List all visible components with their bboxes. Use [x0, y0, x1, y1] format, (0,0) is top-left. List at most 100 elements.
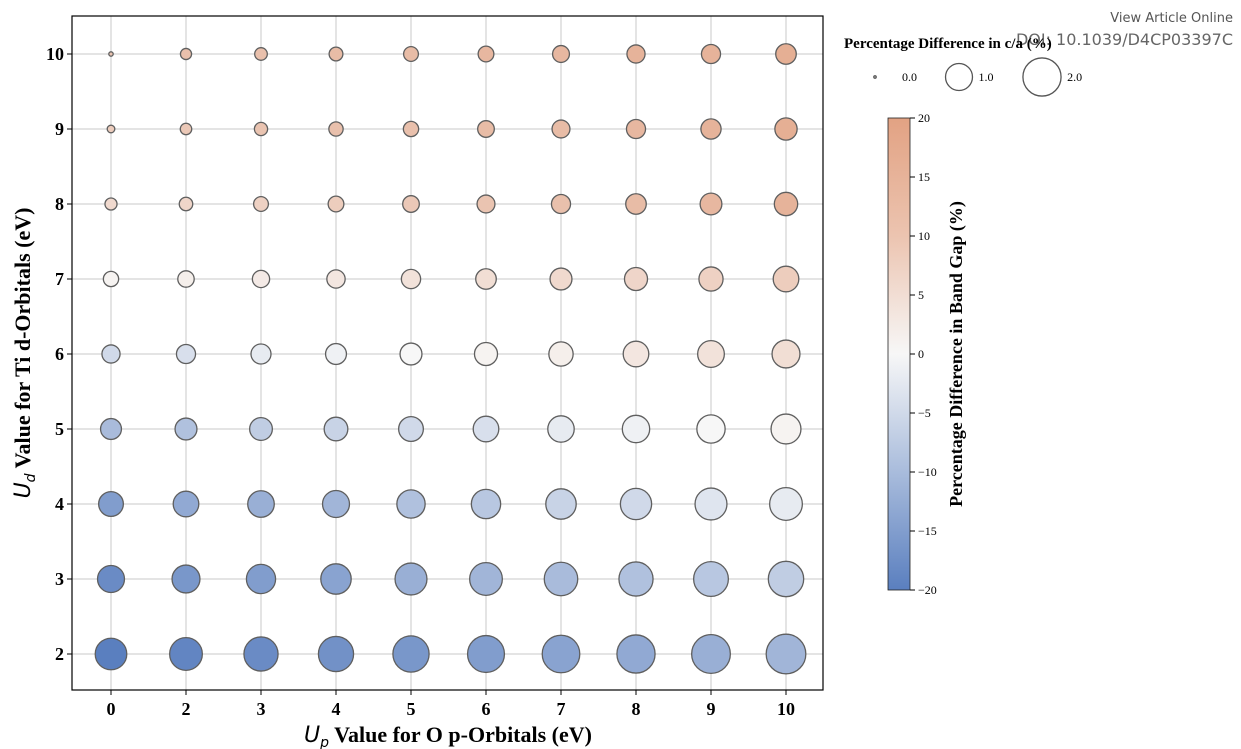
size-legend-marker	[873, 75, 877, 79]
y-axis-label: Ud Value for Ti d-Orbitals (eV)	[10, 208, 39, 499]
view-article-online-link[interactable]: View Article Online	[1110, 11, 1233, 26]
y-tick-label: 4	[55, 494, 64, 514]
bubble-point	[327, 195, 345, 213]
bubble-point	[324, 342, 348, 366]
bubble-point	[549, 267, 573, 291]
colorbar-tick-label: 0	[918, 347, 924, 361]
bubble-point	[171, 564, 201, 594]
colorbar-tick-label: −15	[918, 524, 937, 538]
x-tick-label: 4	[332, 699, 341, 719]
bubble-point	[321, 489, 351, 519]
bubble-point	[545, 488, 577, 520]
bubble-point	[178, 196, 194, 212]
bubble-point	[621, 414, 651, 444]
bubble-point	[551, 44, 571, 64]
y-tick-label: 6	[55, 344, 64, 364]
bubble-point	[251, 269, 271, 289]
bubble-point	[622, 340, 650, 368]
bubble-point	[765, 633, 807, 675]
bubble-point	[172, 490, 200, 518]
data-points	[94, 43, 807, 675]
bubble-point	[551, 119, 571, 139]
bubble-point	[97, 490, 125, 518]
bubble-point	[541, 634, 581, 674]
bubble-point	[775, 43, 797, 65]
x-axis-ticks: 0 2 3 4 5 6 7 8 9 10	[107, 690, 795, 719]
bubble-point	[102, 270, 120, 288]
y-tick-label: 8	[55, 194, 64, 214]
bubble-point	[402, 195, 420, 213]
colorbar	[887, 117, 911, 591]
bubble-point	[543, 561, 579, 597]
size-legend: 0.0 1.0 2.0	[873, 57, 1082, 97]
colorbar-tick-label: 20	[918, 111, 930, 125]
colorbar-tick-label: −5	[918, 406, 931, 420]
bubble-point	[773, 191, 799, 217]
colorbar-tick-label: 15	[918, 170, 930, 184]
x-tick-label: 3	[257, 699, 266, 719]
plot-frame	[71, 15, 824, 691]
bubble-point	[179, 122, 193, 136]
bubble-point	[547, 415, 575, 443]
bubble-point	[397, 415, 425, 443]
bubble-point	[619, 487, 653, 521]
bubble-point	[470, 488, 502, 520]
bubble-point	[104, 197, 118, 211]
bubble-point	[174, 417, 198, 441]
colorbar-tick-label: −20	[918, 583, 937, 597]
y-axis-ticks: 2 3 4 5 6 7 8 9 10	[46, 44, 72, 664]
bubble-point	[550, 193, 572, 215]
size-legend-label: 1.0	[978, 70, 993, 84]
bubble-point	[769, 486, 804, 521]
x-tick-label: 6	[482, 699, 491, 719]
bubble-point	[697, 339, 726, 368]
bubble-point	[699, 192, 723, 216]
bubble-point	[101, 344, 121, 364]
bubble-point	[250, 343, 272, 365]
bubble-point	[402, 120, 420, 138]
bubble-point	[616, 634, 656, 674]
bubble-point	[700, 118, 722, 140]
bubble-point	[243, 636, 279, 672]
x-axis-label: Up Value for O p-Orbitals (eV)	[304, 722, 592, 749]
bubble-point	[548, 341, 574, 367]
bubble-point	[625, 193, 647, 215]
size-legend-title: Percentage Difference in c/a (%)	[844, 36, 1052, 52]
bubble-point	[473, 341, 499, 367]
bubble-point	[399, 342, 423, 366]
bubble-point	[626, 44, 646, 64]
bubble-point	[248, 416, 274, 442]
bubble-point	[168, 637, 203, 672]
colorbar-label: Percentage Difference in Band Gap (%)	[946, 201, 967, 507]
y-tick-label: 3	[55, 569, 64, 589]
bubble-point	[394, 562, 428, 596]
bubble-point	[472, 415, 500, 443]
bubble-point	[177, 270, 195, 288]
bubble-point	[106, 124, 116, 134]
bubble-point	[691, 634, 732, 675]
bubble-point	[252, 195, 270, 213]
y-tick-label: 2	[55, 644, 64, 664]
bubble-point	[774, 117, 798, 141]
bubble-point	[772, 265, 800, 293]
size-legend-marker	[944, 62, 974, 92]
bubble-point	[402, 45, 420, 63]
bubble-point	[320, 563, 352, 595]
bubble-point	[700, 43, 722, 65]
bubble-point	[108, 51, 114, 57]
bubble-point	[175, 343, 197, 365]
x-tick-label: 5	[407, 699, 416, 719]
bubble-point	[770, 413, 802, 445]
bubble-point	[392, 635, 430, 673]
bubble-point	[477, 120, 495, 138]
bubble-point	[245, 563, 277, 595]
bubble-point	[625, 118, 647, 140]
bubble-point	[247, 490, 275, 518]
y-tick-label: 9	[55, 119, 64, 139]
bubble-point	[694, 487, 728, 521]
colorbar-ticks: 20 15 10 5 0 −5 −10 −15 −20	[910, 111, 937, 597]
y-tick-label: 5	[55, 419, 64, 439]
colorbar-tick-label: 10	[918, 229, 930, 243]
bubble-point	[771, 339, 801, 369]
